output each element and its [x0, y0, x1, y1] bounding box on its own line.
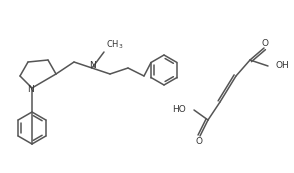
- Text: N: N: [28, 84, 34, 93]
- Text: OH: OH: [276, 61, 290, 71]
- Text: N: N: [88, 61, 95, 71]
- Text: CH$_3$: CH$_3$: [106, 39, 123, 51]
- Text: HO: HO: [172, 106, 186, 115]
- Text: O: O: [261, 39, 268, 48]
- Text: O: O: [196, 136, 203, 145]
